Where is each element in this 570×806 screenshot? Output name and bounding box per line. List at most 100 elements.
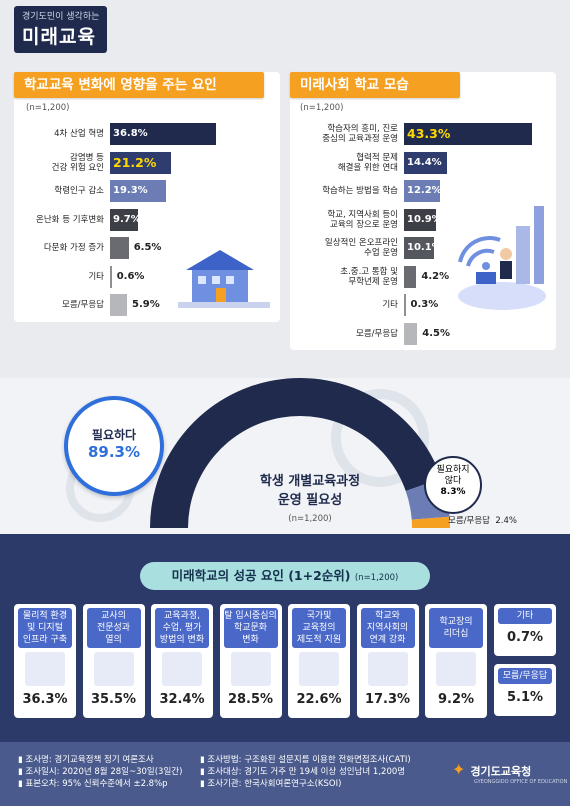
bar bbox=[110, 180, 166, 202]
need-no-label-1: 필요하지 bbox=[436, 465, 470, 475]
success-card-value: 36.3% bbox=[22, 692, 68, 707]
footer-left-line: ▮ 표본오차: 95% 신뢰수준에서 ±2.8%p bbox=[18, 779, 168, 789]
success-card: 교육과정, 수업, 평가 방법의 변화 32.4% bbox=[151, 604, 213, 718]
bar-value-label: 6.5% bbox=[133, 242, 162, 253]
bar-value-label: 5.9% bbox=[131, 299, 160, 310]
gear-decoration bbox=[331, 389, 429, 487]
need-title-1: 학생 개별교육과정 bbox=[259, 474, 361, 489]
factors-n: (n=1,200) bbox=[26, 103, 70, 113]
bar-tower bbox=[534, 206, 544, 284]
logo-text: 경기도교육청 bbox=[470, 765, 532, 778]
bar bbox=[404, 208, 437, 231]
success-card: 학교와 지역사회의 연계 강화 17.3% bbox=[356, 604, 419, 718]
success-na-value: 5.1% bbox=[506, 690, 544, 705]
wifi-arc bbox=[458, 236, 501, 263]
bar-category-label: 기타 bbox=[88, 271, 104, 282]
bar-category-label: 모름/무응답 bbox=[62, 300, 104, 310]
bar-value-label: 21.2% bbox=[113, 154, 157, 170]
window bbox=[212, 276, 220, 284]
success-other-label: 기타 bbox=[498, 608, 552, 624]
success-card-label: 국가및 교육청의 제도적 지원 bbox=[292, 608, 346, 648]
success-card-label: 학교와 지역사회의 연계 강화 bbox=[360, 608, 415, 648]
bar-value-label: 4.5% bbox=[422, 327, 451, 339]
need-no-bubble: 필요하지 않다 8.3% bbox=[424, 456, 482, 514]
door bbox=[216, 288, 226, 302]
bar bbox=[110, 265, 112, 288]
bar-category-label: 감염병 등 건강 위험 요인 bbox=[51, 152, 104, 173]
success-title-pill: 미래학교의 성공 요인 (1+2순위) (n=1,200) bbox=[140, 562, 430, 590]
wifi-person-illustration bbox=[458, 206, 546, 310]
logo-icon: ✦ bbox=[452, 760, 466, 779]
bar bbox=[404, 123, 532, 145]
bar-category-label: 다문화 가정 증가 bbox=[43, 243, 104, 253]
window bbox=[226, 276, 234, 284]
success-card-label: 교사의 전문성과 열의 bbox=[86, 608, 141, 648]
bar-value-label: 0.6% bbox=[116, 270, 145, 282]
success-card-value: 17.3% bbox=[364, 692, 411, 707]
footer-left-line: ▮ 조사명: 경기교육정책 정기 여론조사 bbox=[18, 755, 154, 765]
footer-left: ▮ 조사명: 경기교육정책 정기 여론조사 ▮ 조사일시: 2020년 8월 2… bbox=[18, 754, 182, 790]
success-other-card: 기타 0.7% bbox=[494, 604, 556, 656]
bar-category-label: 학령인구 감소 bbox=[54, 186, 104, 196]
success-card-value: 35.5% bbox=[90, 692, 137, 707]
building-roof bbox=[186, 250, 254, 270]
success-na-label: 모름/무응답 bbox=[498, 668, 552, 684]
bar-value-label: 10.1% bbox=[407, 242, 442, 253]
platform bbox=[458, 282, 546, 310]
success-card-icon bbox=[93, 652, 134, 686]
bar-category-label: 기타 bbox=[382, 300, 398, 310]
success-card-icon bbox=[230, 652, 271, 686]
success-card-value: 9.2% bbox=[437, 692, 475, 707]
bar-category-label: 온난화 등 기후변화 bbox=[36, 214, 104, 225]
need-no-value: 8.3% bbox=[440, 487, 466, 497]
need-title-2: 운영 필요성 bbox=[277, 493, 343, 508]
need-na-value: 2.4% bbox=[495, 516, 517, 526]
bar-value-label: 10.9% bbox=[407, 213, 442, 225]
success-card-icon bbox=[436, 652, 476, 686]
person-head bbox=[500, 248, 512, 260]
success-other-value: 0.7% bbox=[506, 630, 544, 645]
wifi-dot bbox=[482, 262, 490, 270]
bar-category-label: 모름/무응답 bbox=[356, 328, 398, 339]
need-yes-bubble: 필요하다 89.3% bbox=[64, 396, 164, 496]
bar bbox=[404, 265, 417, 288]
bar-tower bbox=[516, 226, 530, 284]
logo: ✦ 경기도교육청 GYEONGGIDO OFFICE OF EDUCATION bbox=[452, 760, 567, 785]
bar bbox=[110, 294, 127, 316]
footer-right-line: ▮ 조사기관: 한국사회여론연구소(KSOI) bbox=[200, 779, 342, 789]
bar-category-label: 학습하는 방법을 학습 bbox=[322, 186, 398, 196]
bar-category-label: 학교, 지역사회 등이 교육의 장으로 운영 bbox=[327, 209, 398, 230]
footer-right-line: ▮ 조사방법: 구조화된 설문지를 이용한 전화면접조사(CATI) bbox=[200, 755, 411, 765]
bar-value-label: 12.2% bbox=[407, 185, 442, 196]
bar-category-label: 초.중.고 통합 및 무학년제 운영 bbox=[340, 266, 398, 287]
success-title: 미래학교의 성공 요인 (1+2순위) bbox=[171, 568, 351, 583]
success-card: 물리적 환경 및 디지털 인프라 구축 36.3% bbox=[14, 604, 76, 718]
bar bbox=[404, 237, 434, 259]
success-card-value: 22.6% bbox=[296, 692, 342, 707]
bar-value-label: 4.2% bbox=[421, 270, 450, 282]
bar-value-label: 9.7% bbox=[113, 213, 141, 225]
bar-category-label: 4차 산업 혁명 bbox=[54, 129, 104, 139]
success-na-card: 모름/무응답 5.1% bbox=[494, 664, 556, 716]
success-card-icon bbox=[162, 652, 202, 686]
bar-category-label: 일상적인 온오프라인 수업 운영 bbox=[324, 238, 398, 258]
need-yes-value: 89.3% bbox=[87, 443, 141, 461]
bar-value-label: 19.3% bbox=[113, 185, 148, 196]
success-card-label: 물리적 환경 및 디지털 인프라 구축 bbox=[18, 608, 72, 648]
wifi-arc bbox=[466, 248, 495, 267]
success-card-icon bbox=[25, 652, 65, 686]
person-body bbox=[500, 261, 512, 279]
bar-value-label: 14.4% bbox=[407, 156, 442, 168]
header-title: 미래교육 bbox=[22, 26, 96, 48]
success-card-icon bbox=[299, 652, 339, 686]
footer-left-line: ▮ 조사일시: 2020년 8월 28일~30일(3일간) bbox=[18, 767, 183, 777]
need-yes-label: 필요하다 bbox=[91, 428, 137, 442]
school-title: 미래사회 학교 모습 bbox=[290, 72, 460, 98]
building-base bbox=[178, 302, 270, 308]
factors-title: 학교교육 변화에 영향을 주는 요인 bbox=[14, 72, 264, 98]
need-na: 모름/무응답 2.4% bbox=[448, 514, 517, 526]
need-no-label-2: 않다 bbox=[444, 476, 462, 486]
footer-bar bbox=[0, 742, 570, 806]
bar bbox=[110, 237, 129, 259]
success-card-value: 28.5% bbox=[227, 692, 274, 707]
